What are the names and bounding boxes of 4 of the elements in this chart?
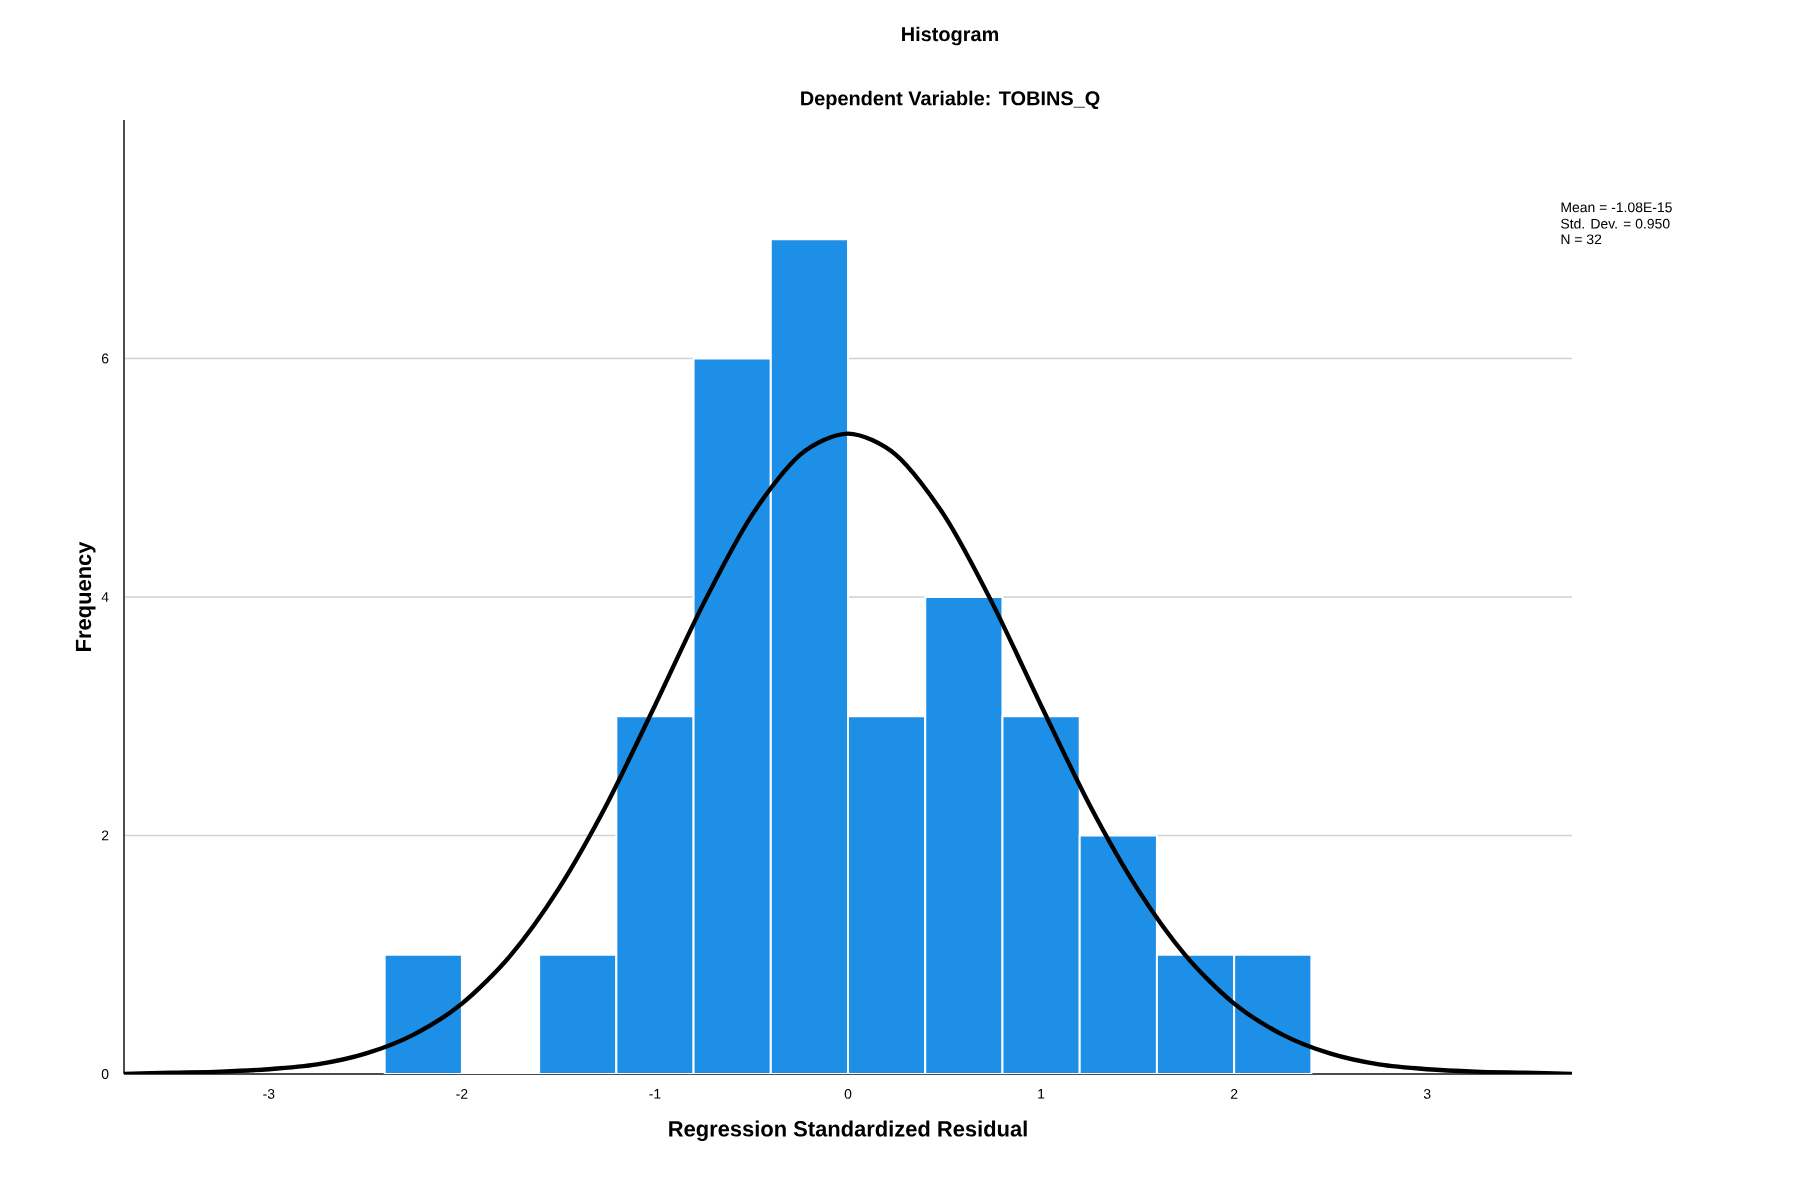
chart-title: Histogram (902, 26, 999, 46)
y-axis-title: Frequency (75, 541, 96, 651)
chart-subtitle: Dependent Variable: TOBINS_Q (801, 90, 1100, 110)
x-axis-title: Regression Standardized Residual (669, 1120, 1027, 1142)
